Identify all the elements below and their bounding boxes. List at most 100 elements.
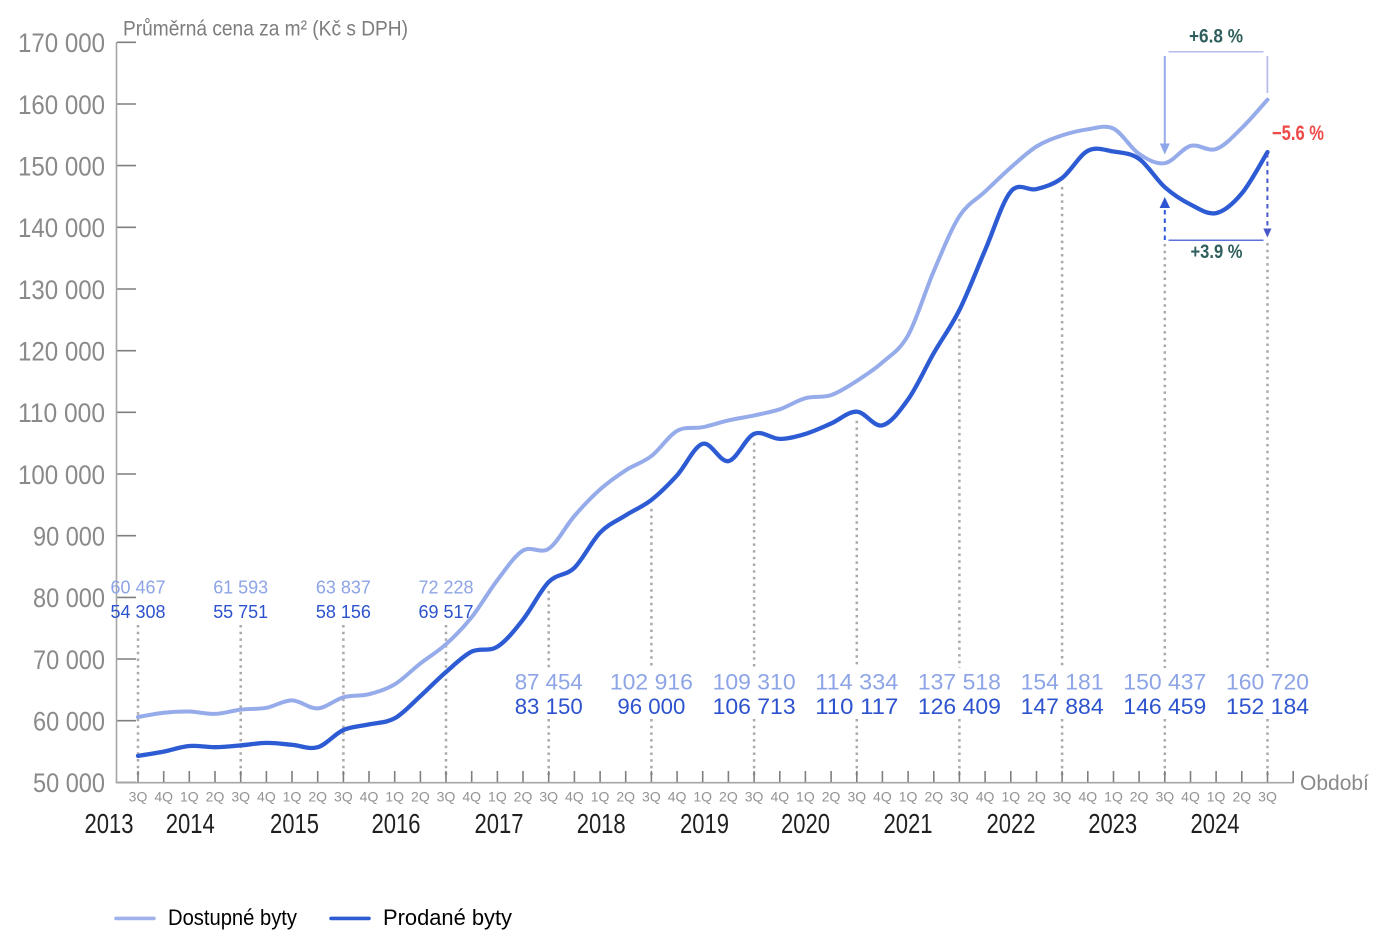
svg-text:60 467: 60 467 xyxy=(111,578,166,598)
svg-text:63 837: 63 837 xyxy=(316,578,371,598)
svg-text:2024: 2024 xyxy=(1191,808,1240,839)
svg-text:140 000: 140 000 xyxy=(18,213,105,243)
svg-text:2016: 2016 xyxy=(372,808,421,839)
svg-text:4Q: 4Q xyxy=(257,789,276,805)
svg-text:4Q: 4Q xyxy=(565,789,584,805)
svg-text:2023: 2023 xyxy=(1088,808,1137,839)
svg-text:126 409: 126 409 xyxy=(918,694,1001,719)
svg-text:4Q: 4Q xyxy=(873,789,892,805)
svg-text:54 308: 54 308 xyxy=(111,602,166,622)
svg-text:1Q: 1Q xyxy=(180,789,199,805)
svg-text:80 000: 80 000 xyxy=(33,583,105,613)
svg-text:154 181: 154 181 xyxy=(1021,670,1104,695)
svg-text:137 518: 137 518 xyxy=(918,670,1001,695)
svg-text:83 150: 83 150 xyxy=(515,694,583,719)
svg-text:3Q: 3Q xyxy=(847,789,866,805)
svg-text:90 000: 90 000 xyxy=(33,522,105,552)
svg-text:96 000: 96 000 xyxy=(617,694,685,719)
svg-text:160 720: 160 720 xyxy=(1226,670,1309,695)
svg-text:4Q: 4Q xyxy=(1078,789,1097,805)
svg-text:1Q: 1Q xyxy=(693,789,712,805)
svg-text:3Q: 3Q xyxy=(129,789,148,805)
svg-text:4Q: 4Q xyxy=(462,789,481,805)
svg-text:Období: Období xyxy=(1300,772,1369,795)
svg-text:1Q: 1Q xyxy=(1207,789,1226,805)
svg-text:2Q: 2Q xyxy=(1232,789,1251,805)
svg-text:+3.9 %: +3.9 % xyxy=(1191,241,1243,263)
svg-text:55 751: 55 751 xyxy=(213,602,268,622)
svg-text:2Q: 2Q xyxy=(308,789,327,805)
svg-text:110 117: 110 117 xyxy=(815,694,898,719)
svg-text:106 713: 106 713 xyxy=(713,694,796,719)
svg-text:58 156: 58 156 xyxy=(316,602,371,622)
svg-text:2020: 2020 xyxy=(781,808,830,839)
svg-text:2Q: 2Q xyxy=(411,789,430,805)
svg-text:87 454: 87 454 xyxy=(515,670,583,695)
svg-text:2Q: 2Q xyxy=(822,789,841,805)
svg-text:61 593: 61 593 xyxy=(213,578,268,598)
svg-text:150 000: 150 000 xyxy=(18,151,105,181)
svg-text:1Q: 1Q xyxy=(796,789,815,805)
svg-text:3Q: 3Q xyxy=(334,789,353,805)
svg-text:2Q: 2Q xyxy=(1130,789,1149,805)
svg-text:2022: 2022 xyxy=(987,808,1036,839)
svg-text:Průměrná cena za m² (Kč s DPH): Průměrná cena za m² (Kč s DPH) xyxy=(123,17,408,41)
svg-text:114 334: 114 334 xyxy=(815,670,898,695)
svg-text:3Q: 3Q xyxy=(950,789,969,805)
svg-text:120 000: 120 000 xyxy=(18,337,105,367)
svg-text:2013: 2013 xyxy=(85,808,134,839)
svg-text:2Q: 2Q xyxy=(924,789,943,805)
svg-text:170 000: 170 000 xyxy=(18,28,105,58)
svg-text:2Q: 2Q xyxy=(514,789,533,805)
svg-text:130 000: 130 000 xyxy=(18,275,105,305)
svg-text:4Q: 4Q xyxy=(976,789,995,805)
svg-text:4Q: 4Q xyxy=(154,789,173,805)
svg-text:70 000: 70 000 xyxy=(33,645,105,675)
svg-text:2Q: 2Q xyxy=(719,789,738,805)
svg-text:2021: 2021 xyxy=(884,808,933,839)
svg-text:2019: 2019 xyxy=(680,808,729,839)
svg-text:3Q: 3Q xyxy=(539,789,558,805)
svg-text:2017: 2017 xyxy=(475,808,524,839)
svg-text:2018: 2018 xyxy=(577,808,626,839)
svg-text:2015: 2015 xyxy=(270,808,319,839)
svg-text:150 437: 150 437 xyxy=(1123,670,1206,695)
svg-text:Prodané byty: Prodané byty xyxy=(383,905,512,930)
svg-text:3Q: 3Q xyxy=(1155,789,1174,805)
svg-text:4Q: 4Q xyxy=(1181,789,1200,805)
svg-text:50 000: 50 000 xyxy=(33,768,105,798)
svg-text:Dostupné byty: Dostupné byty xyxy=(168,905,297,930)
svg-text:102 916: 102 916 xyxy=(610,670,693,695)
svg-text:3Q: 3Q xyxy=(1053,789,1072,805)
svg-text:2Q: 2Q xyxy=(616,789,635,805)
svg-text:1Q: 1Q xyxy=(283,789,302,805)
svg-text:146 459: 146 459 xyxy=(1123,694,1206,719)
svg-text:69 517: 69 517 xyxy=(419,602,474,622)
svg-text:110 000: 110 000 xyxy=(18,398,105,428)
svg-text:3Q: 3Q xyxy=(1258,789,1277,805)
svg-text:72 228: 72 228 xyxy=(419,578,474,598)
svg-text:100 000: 100 000 xyxy=(18,460,105,490)
svg-text:3Q: 3Q xyxy=(745,789,764,805)
svg-text:2Q: 2Q xyxy=(1027,789,1046,805)
svg-text:4Q: 4Q xyxy=(770,789,789,805)
svg-text:4Q: 4Q xyxy=(360,789,379,805)
svg-text:3Q: 3Q xyxy=(437,789,456,805)
svg-text:1Q: 1Q xyxy=(1104,789,1123,805)
svg-text:1Q: 1Q xyxy=(488,789,507,805)
svg-text:3Q: 3Q xyxy=(642,789,661,805)
svg-text:109 310: 109 310 xyxy=(713,670,796,695)
svg-text:1Q: 1Q xyxy=(1001,789,1020,805)
svg-text:+6.8 %: +6.8 % xyxy=(1189,26,1243,48)
svg-text:1Q: 1Q xyxy=(591,789,610,805)
svg-text:147 884: 147 884 xyxy=(1021,694,1104,719)
svg-text:1Q: 1Q xyxy=(899,789,918,805)
svg-text:60 000: 60 000 xyxy=(33,707,105,737)
svg-text:2014: 2014 xyxy=(166,808,215,839)
svg-text:−5.6 %: −5.6 % xyxy=(1272,122,1324,145)
svg-text:152 184: 152 184 xyxy=(1226,694,1309,719)
svg-text:4Q: 4Q xyxy=(668,789,687,805)
svg-text:2Q: 2Q xyxy=(206,789,225,805)
svg-text:3Q: 3Q xyxy=(231,789,250,805)
svg-text:160 000: 160 000 xyxy=(18,90,105,120)
